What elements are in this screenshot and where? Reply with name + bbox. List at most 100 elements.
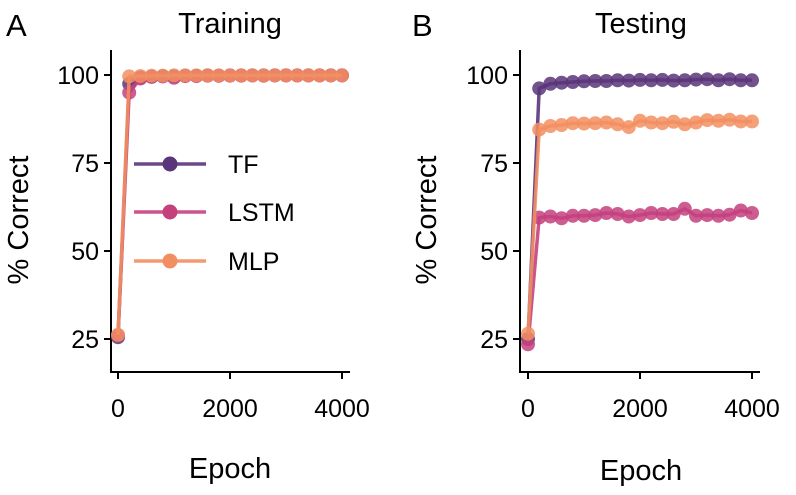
testing-point-mlp bbox=[722, 112, 737, 127]
legend-marker-tf bbox=[162, 156, 178, 172]
testing-panel: B Testing Epoch % Correct 25 50 75 100 0 2000… bbox=[411, 8, 780, 487]
testing-point-lstm bbox=[554, 211, 569, 226]
testing-point-mlp bbox=[577, 116, 591, 131]
testing-ytick-label: 75 bbox=[480, 150, 508, 178]
testing-point-lstm bbox=[677, 201, 692, 216]
training-point-mlp bbox=[167, 68, 181, 83]
training-point-mlp bbox=[223, 68, 237, 83]
testing-xlabel: Epoch bbox=[600, 455, 682, 487]
testing-point-tf bbox=[733, 73, 748, 88]
testing-ylabel: % Correct bbox=[411, 156, 443, 285]
testing-point-lstm bbox=[689, 208, 703, 223]
testing-line-mlp bbox=[526, 117, 752, 334]
training-point-mlp bbox=[133, 69, 148, 84]
testing-point-lstm bbox=[577, 208, 591, 223]
testing-line-lstm bbox=[526, 207, 753, 345]
testing-point-lstm bbox=[666, 207, 681, 221]
testing-point-lstm bbox=[722, 207, 737, 222]
training-point-mlp bbox=[178, 68, 193, 83]
testing-point-mlp bbox=[554, 118, 569, 132]
training-ylabel: % Correct bbox=[3, 156, 35, 285]
training-ytick-label: 25 bbox=[71, 326, 99, 354]
testing-xtick-label: 0 bbox=[521, 395, 535, 423]
training-point-mlp bbox=[144, 68, 159, 83]
testing-point-tf bbox=[532, 81, 547, 96]
testing-point-mlp bbox=[521, 326, 535, 341]
testing-point-tf bbox=[621, 73, 636, 88]
training-point-mlp bbox=[256, 68, 271, 83]
testing-series bbox=[521, 72, 759, 352]
training-title: Training bbox=[178, 8, 282, 40]
testing-point-lstm bbox=[588, 208, 603, 223]
legend-marker-mlp bbox=[162, 253, 178, 269]
testing-point-tf bbox=[610, 73, 625, 88]
testing-point-lstm bbox=[599, 206, 614, 220]
training-point-mlp bbox=[189, 68, 204, 83]
testing-point-mlp bbox=[733, 114, 748, 129]
training-point-mlp bbox=[122, 69, 137, 84]
testing-point-mlp bbox=[689, 115, 703, 130]
testing-point-lstm bbox=[565, 208, 580, 223]
testing-point-mlp bbox=[644, 115, 659, 130]
testing-point-tf bbox=[633, 72, 647, 87]
testing-point-tf bbox=[745, 73, 759, 88]
testing-point-lstm bbox=[543, 209, 558, 224]
testing-point-tf bbox=[700, 72, 715, 87]
testing-point-tf bbox=[711, 73, 726, 88]
legend: TF LSTM MLP bbox=[134, 151, 295, 276]
testing-point-lstm bbox=[633, 208, 647, 223]
testing-ytick-label: 100 bbox=[466, 62, 508, 90]
testing-point-tf bbox=[677, 73, 692, 88]
testing-point-lstm bbox=[521, 337, 535, 352]
testing-point-tf bbox=[554, 75, 569, 90]
training-point-mlp bbox=[290, 68, 305, 83]
testing-point-lstm bbox=[655, 207, 670, 221]
testing-point-tf bbox=[644, 73, 659, 88]
testing-point-tf bbox=[588, 74, 603, 88]
training-ytick-label: 100 bbox=[57, 62, 99, 90]
testing-point-tf bbox=[689, 72, 703, 87]
testing-point-mlp bbox=[633, 113, 647, 128]
training-point-mlp bbox=[279, 68, 293, 83]
training-point-mlp bbox=[323, 68, 338, 83]
testing-ytick-label: 25 bbox=[480, 326, 508, 354]
testing-point-mlp bbox=[700, 113, 715, 128]
training-point-mlp bbox=[200, 68, 215, 83]
testing-point-tf bbox=[666, 73, 681, 88]
testing-point-mlp bbox=[543, 119, 558, 133]
training-xlabel: Epoch bbox=[189, 453, 271, 485]
testing-point-lstm bbox=[711, 208, 726, 223]
testing-point-lstm bbox=[644, 206, 659, 220]
training-point-mlp bbox=[335, 68, 349, 83]
testing-point-lstm bbox=[610, 207, 625, 221]
training-point-mlp bbox=[155, 68, 170, 83]
testing-point-mlp bbox=[655, 116, 670, 131]
testing-ytick-label: 50 bbox=[480, 238, 508, 266]
training-series bbox=[111, 68, 349, 345]
training-xtick-label: 4000 bbox=[314, 395, 370, 423]
panel-label-b: B bbox=[412, 8, 433, 43]
testing-point-mlp bbox=[711, 113, 726, 128]
testing-point-mlp bbox=[610, 117, 625, 132]
testing-point-tf bbox=[599, 74, 614, 88]
testing-xtick-label: 2000 bbox=[612, 395, 668, 423]
training-xtick-label: 0 bbox=[111, 395, 125, 423]
testing-point-tf bbox=[722, 72, 737, 87]
legend-entry-lstm: LSTM bbox=[134, 199, 295, 227]
legend-label-lstm: LSTM bbox=[228, 199, 295, 227]
testing-point-mlp bbox=[677, 117, 692, 132]
legend-marker-lstm bbox=[162, 204, 178, 220]
testing-point-mlp bbox=[621, 120, 636, 135]
training-point-mlp bbox=[301, 68, 316, 83]
testing-point-mlp bbox=[745, 114, 759, 129]
legend-label-tf: TF bbox=[228, 151, 259, 179]
testing-point-mlp bbox=[532, 122, 547, 137]
training-point-mlp bbox=[245, 68, 260, 83]
testing-point-lstm bbox=[733, 203, 748, 218]
training-point-mlp bbox=[312, 68, 327, 83]
testing-xtick-label: 4000 bbox=[724, 395, 780, 423]
legend-entry-mlp: MLP bbox=[134, 248, 279, 276]
testing-axes: 25 50 75 100 0 2000 4000 bbox=[466, 50, 780, 423]
testing-title: Testing bbox=[595, 8, 687, 40]
